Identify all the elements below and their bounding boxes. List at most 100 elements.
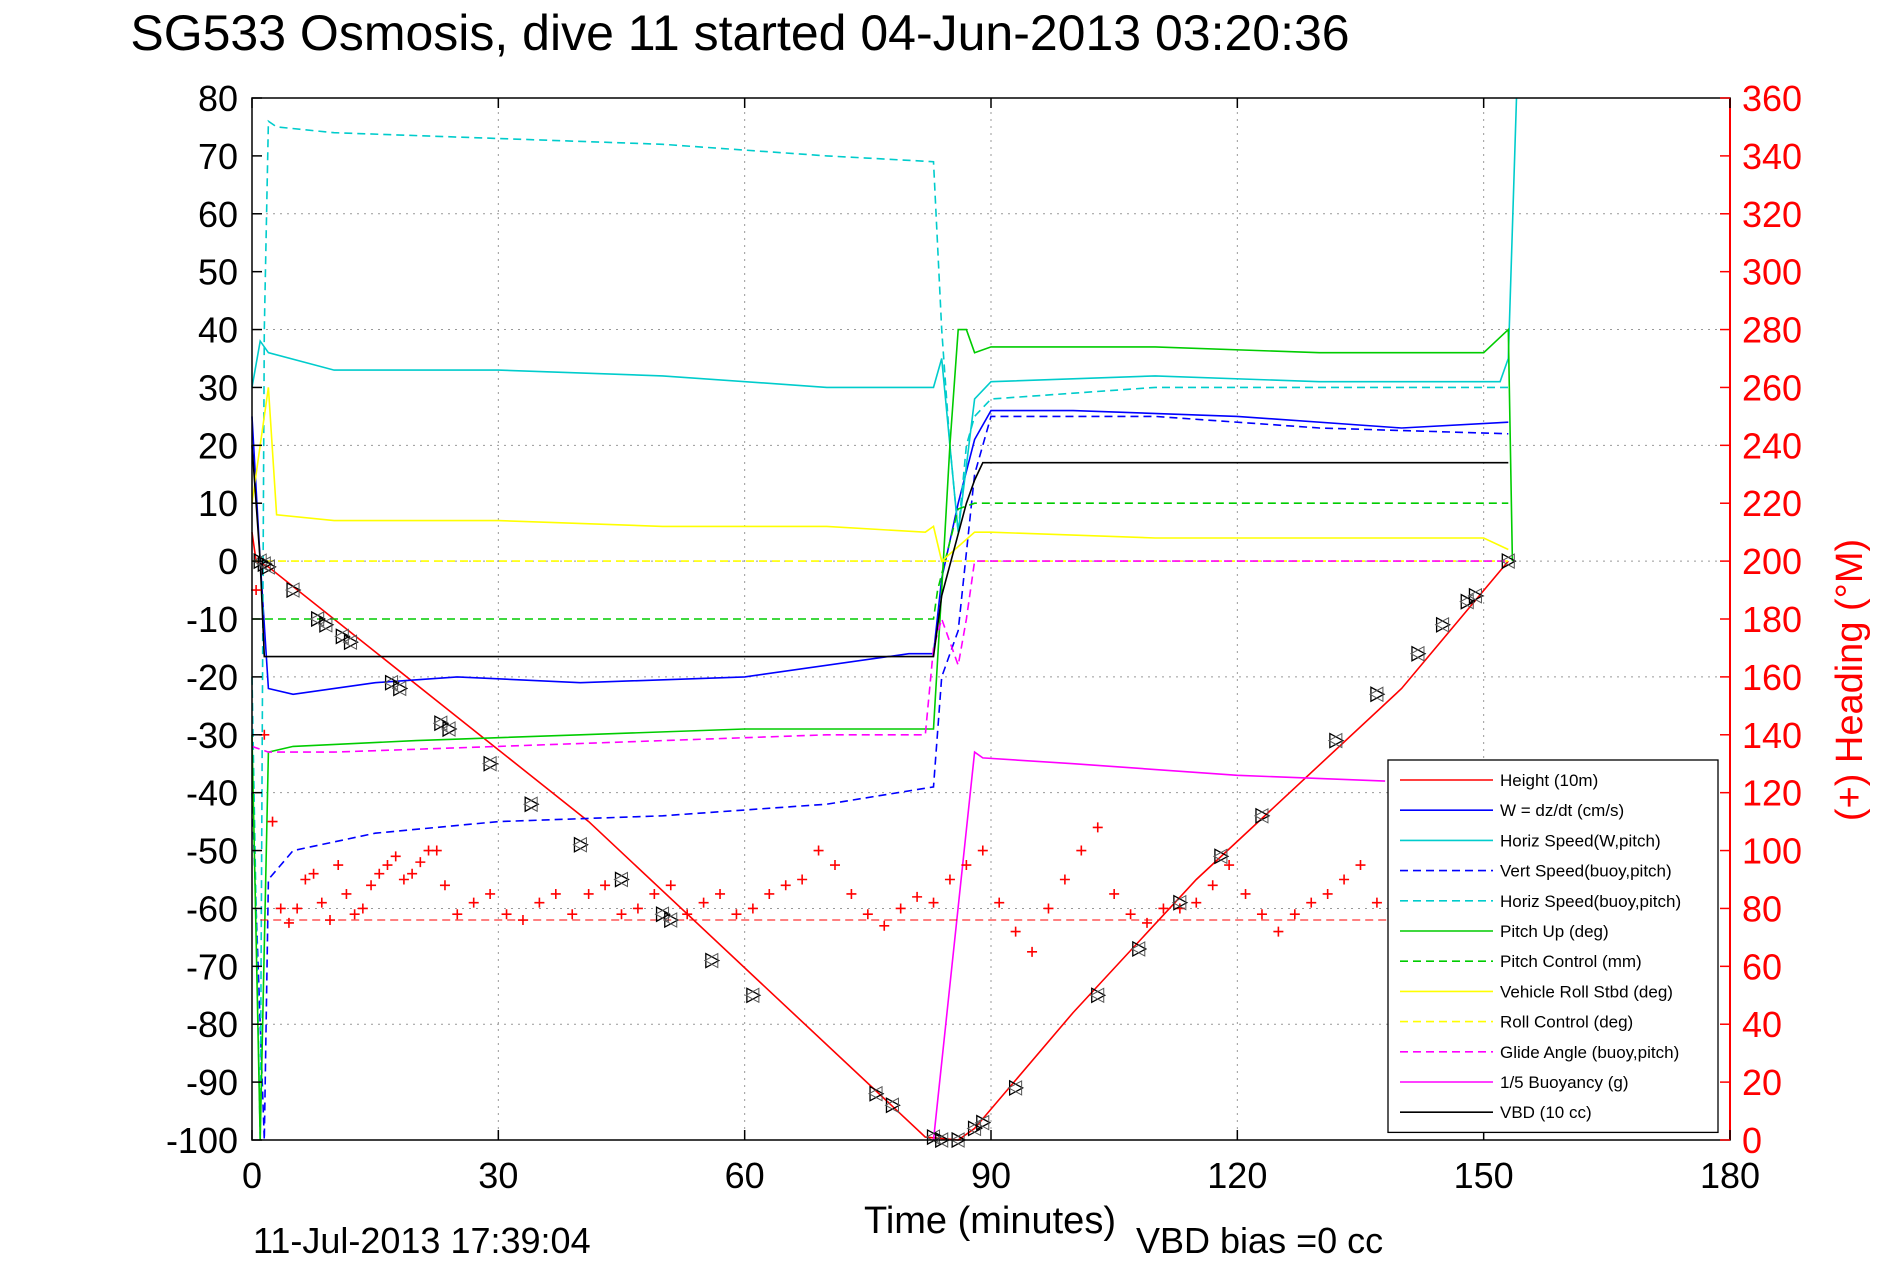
heading-point [698, 897, 709, 908]
y-tick-label: -70 [186, 946, 238, 987]
x-axis-label: Time (minutes) [864, 1200, 1116, 1242]
heading-point [374, 868, 385, 879]
heading-point [1306, 897, 1317, 908]
series-line-horiz-speed-buoy-pitch [251, 119, 1509, 1141]
heading-point [567, 909, 578, 920]
y-tick-label: 60 [198, 194, 238, 235]
legend-label-roll-control-deg: Roll Control (deg) [1500, 1013, 1633, 1032]
y-tick-label: -10 [186, 599, 238, 640]
y-tick-label: 40 [198, 310, 238, 351]
heading-point [283, 917, 294, 928]
heading-point [267, 816, 278, 827]
y2-tick-label: 260 [1742, 367, 1802, 408]
axes: 0 30 60 90 120 150 18080706050403020100-10-20-… [166, 78, 1802, 1196]
heading-point [251, 585, 262, 596]
y-tick-label: 10 [198, 483, 238, 524]
legend-label-glide-angle-buoy-pitch: Glide Angle (buoy,pitch) [1500, 1043, 1679, 1062]
y2-axis-label: (+) Heading (°M) [1829, 539, 1871, 821]
heading-point [797, 874, 808, 885]
y2-tick-label: 120 [1742, 773, 1802, 814]
y2-tick-label: 0 [1742, 1120, 1762, 1161]
heading-point [600, 880, 611, 891]
legend-label-vert-speed-buoy-pitch: Vert Speed(buoy,pitch) [1500, 862, 1672, 881]
heading-point [632, 903, 643, 914]
height-marker [383, 674, 399, 691]
legend-label-vehicle-roll-stbd-deg: Vehicle Roll Stbd (deg) [1500, 982, 1673, 1001]
y2-tick-label: 180 [1742, 599, 1802, 640]
heading-point [357, 903, 368, 914]
height-markers [252, 553, 1517, 1149]
heading-point [1059, 874, 1070, 885]
height-marker [432, 715, 448, 732]
legend-label-1-5-buoyancy-g: 1/5 Buoyancy (g) [1500, 1073, 1629, 1092]
height-marker [523, 796, 538, 813]
heading-point [846, 888, 857, 899]
y2-tick-label: 320 [1742, 194, 1802, 235]
height-marker [1171, 894, 1187, 911]
heading-point [1224, 860, 1235, 871]
heading-point [275, 903, 286, 914]
y-tick-label: 50 [198, 252, 238, 293]
heading-point [366, 880, 377, 891]
height-marker [654, 906, 670, 923]
height-marker [334, 628, 349, 645]
heading-point [341, 888, 352, 899]
height-marker [1459, 593, 1474, 610]
height-marker [1500, 553, 1515, 569]
heading-point [994, 897, 1005, 908]
series-line-pitch-up-deg [251, 327, 1514, 1141]
heading-point [1010, 926, 1021, 937]
chart-title: SG533 Osmosis, dive 11 started 04-Jun-20… [130, 5, 1349, 61]
footer-note: VBD bias =0 cc [1136, 1220, 1383, 1261]
heading-point [912, 891, 923, 902]
legend-label-height-10m: Height (10m) [1500, 771, 1598, 790]
y2-tick-label: 160 [1742, 657, 1802, 698]
heading-point [382, 860, 393, 871]
height-marker [703, 952, 719, 969]
height-marker [309, 611, 325, 627]
x-tick-label: 180 [1700, 1155, 1760, 1196]
heading-point [390, 851, 401, 862]
legend: Height (10m) W = dz/dt (cm/s) Horiz Speed(… [1387, 759, 1719, 1134]
heading-point [1043, 903, 1054, 914]
heading-point [431, 845, 442, 856]
heading-point [292, 903, 303, 914]
heading-point [308, 868, 319, 879]
heading-point [583, 888, 594, 899]
heading-point [485, 888, 496, 899]
legend-label-pitch-control-mm: Pitch Control (mm) [1500, 952, 1642, 971]
heading-point [780, 880, 791, 891]
heading-point [300, 874, 311, 885]
y2-tick-label: 100 [1742, 831, 1802, 872]
heading-point [550, 888, 561, 899]
heading-point [715, 888, 726, 899]
y-tick-label: 30 [198, 367, 238, 408]
heading-point [1191, 897, 1202, 908]
series-line-w-dz-dt-cm-s [251, 409, 1509, 696]
height-marker [1212, 848, 1228, 865]
height-marker [744, 987, 760, 1004]
x-tick-label: 0 [242, 1155, 262, 1196]
series-line-vert-speed-buoy-pitch [251, 415, 1509, 1141]
y2-tick-label: 360 [1742, 78, 1802, 119]
heading-point [349, 909, 360, 920]
height-marker [1467, 588, 1482, 604]
heading-point [1207, 880, 1218, 891]
legend-label-horiz-speed-w-pitch: Horiz Speed(W,pitch) [1500, 831, 1661, 850]
height-marker [662, 912, 678, 928]
y-tick-label: -100 [166, 1120, 238, 1161]
heading-point [1355, 860, 1366, 871]
footer-date: 11-Jul-2013 17:39:04 [253, 1220, 591, 1261]
y-tick-label: 80 [198, 78, 238, 119]
legend-label-w-dz-dt-cm-s: W = dz/dt (cm/s) [1500, 801, 1624, 820]
heading-point [731, 909, 742, 920]
heading-point [616, 909, 627, 920]
height-marker [974, 1114, 990, 1131]
x-tick-label: 30 [478, 1155, 518, 1196]
heading-point [977, 845, 988, 856]
series-group [251, 97, 1518, 1141]
y-tick-label: 20 [198, 425, 238, 466]
heading-point [879, 920, 890, 931]
height-marker [441, 721, 456, 737]
heading-point [1256, 909, 1267, 920]
